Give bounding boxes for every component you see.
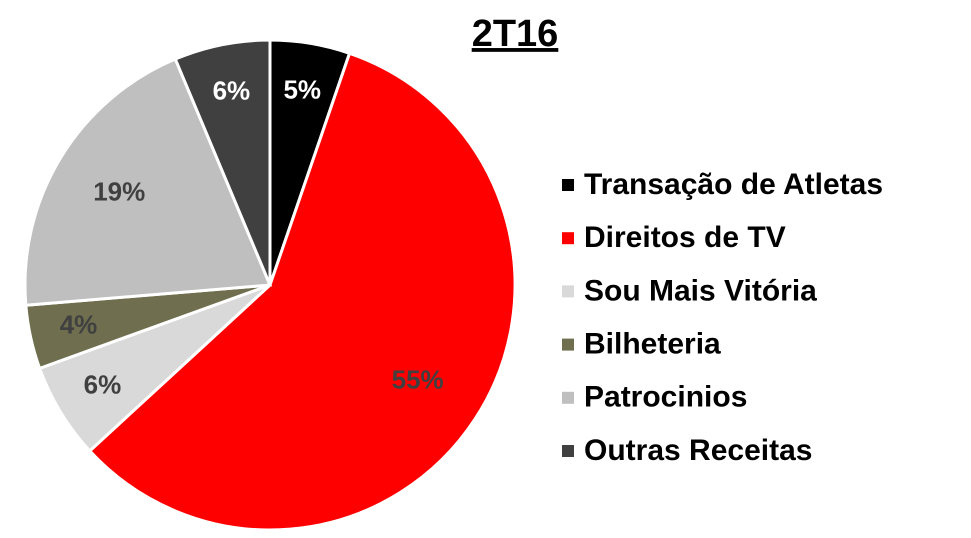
legend-label: Patrocinios [584, 381, 747, 414]
legend-swatch [562, 445, 574, 457]
chart-title: 2T16 [472, 13, 559, 55]
slice-label: 6% [213, 76, 251, 106]
slice-label: 19% [93, 176, 145, 206]
legend-swatch [562, 338, 574, 351]
legend-label: Outras Receitas [584, 434, 812, 467]
legend-label: Transação de Atletas [584, 168, 883, 201]
legend-swatch [562, 232, 574, 245]
legend-label: Bilheteria [584, 328, 721, 361]
slice-label: 5% [283, 75, 321, 105]
slice-label: 6% [84, 370, 122, 400]
pie-slice [87, 51, 517, 532]
pie-slice [173, 38, 272, 286]
pie-slice [23, 57, 273, 307]
slice-label: 55% [392, 364, 444, 394]
legend-label: Sou Mais Vitória [584, 274, 817, 307]
legend-label: Direitos de TV [584, 221, 786, 254]
legend-swatch [562, 179, 574, 191]
legend-swatch [562, 391, 574, 404]
slice-label: 4% [60, 310, 98, 340]
legend-swatch [562, 285, 574, 298]
